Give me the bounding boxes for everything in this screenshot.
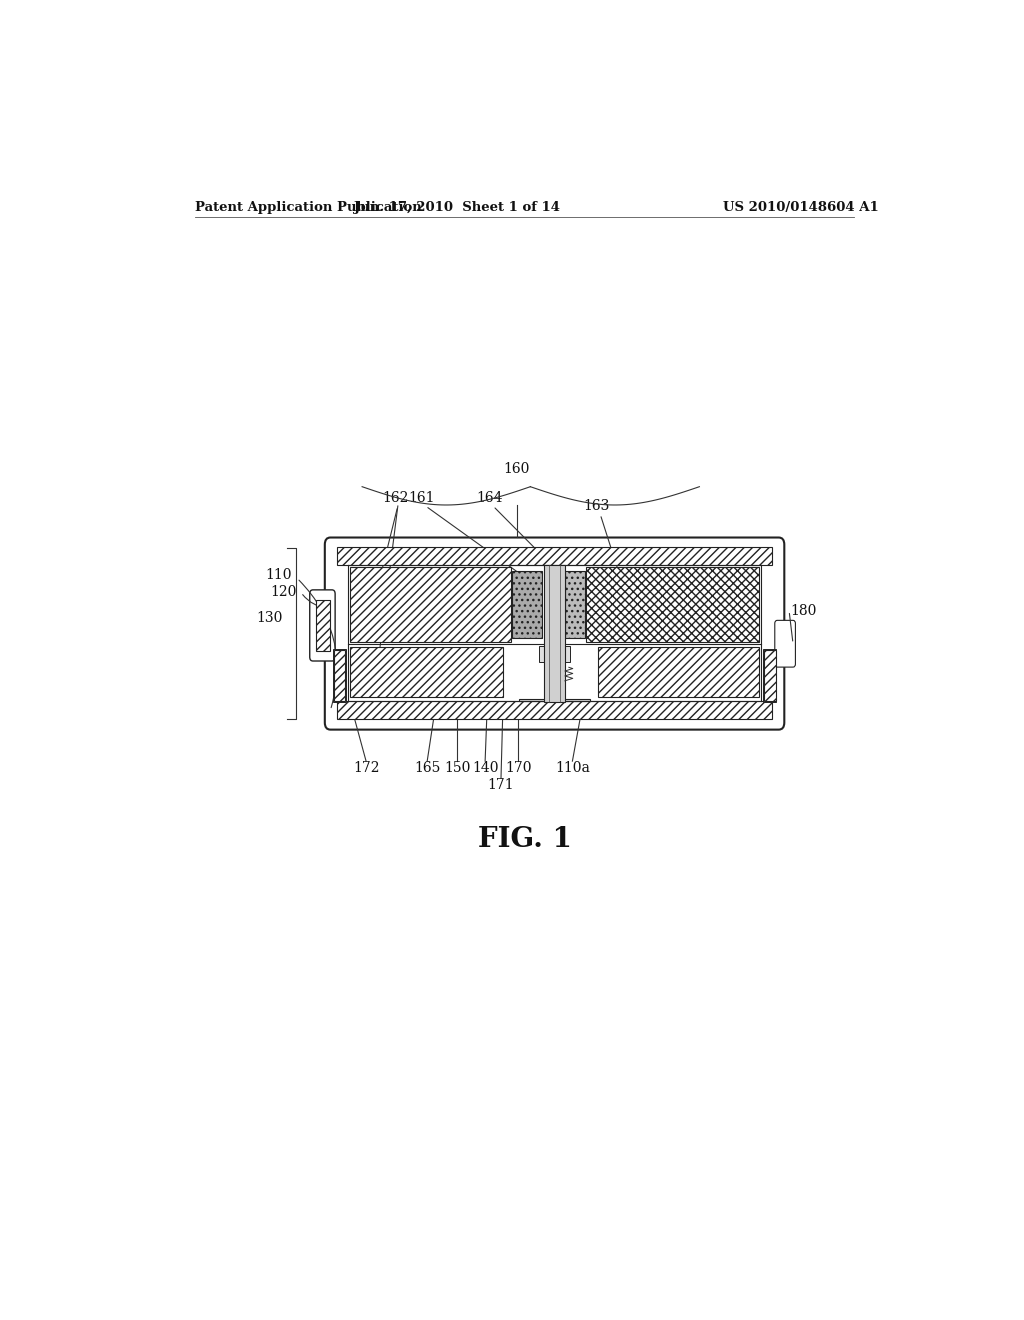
FancyBboxPatch shape xyxy=(775,620,796,667)
Bar xyxy=(350,568,511,642)
FancyBboxPatch shape xyxy=(309,590,335,661)
Text: 110: 110 xyxy=(266,568,292,582)
Text: 140: 140 xyxy=(472,762,499,775)
Bar xyxy=(316,601,331,651)
Text: 172: 172 xyxy=(353,762,379,775)
Text: 163: 163 xyxy=(583,499,609,513)
Bar xyxy=(350,647,503,697)
Text: 165: 165 xyxy=(414,762,440,775)
Text: Jun. 17, 2010  Sheet 1 of 14: Jun. 17, 2010 Sheet 1 of 14 xyxy=(354,201,560,214)
Text: 130: 130 xyxy=(256,611,283,624)
Text: US 2010/0148604 A1: US 2010/0148604 A1 xyxy=(723,201,879,214)
Text: 150: 150 xyxy=(444,762,471,775)
Text: 171: 171 xyxy=(487,779,514,792)
Bar xyxy=(587,568,759,642)
Bar xyxy=(544,565,565,702)
Bar xyxy=(764,649,775,701)
Text: 120: 120 xyxy=(270,585,297,599)
Bar xyxy=(763,649,776,702)
Text: 110a: 110a xyxy=(555,762,590,775)
FancyBboxPatch shape xyxy=(325,537,784,730)
Text: 170: 170 xyxy=(505,762,531,775)
Text: 164: 164 xyxy=(476,491,503,506)
Text: FIG. 1: FIG. 1 xyxy=(478,826,571,853)
Bar xyxy=(565,572,585,638)
Bar xyxy=(337,546,772,565)
Bar xyxy=(519,700,590,701)
Bar xyxy=(512,572,542,638)
Text: 161: 161 xyxy=(409,491,435,506)
Text: 160: 160 xyxy=(504,462,530,475)
Bar xyxy=(333,649,346,702)
Text: 180: 180 xyxy=(791,603,817,618)
Bar xyxy=(598,647,759,697)
Text: 162: 162 xyxy=(382,491,409,506)
Bar xyxy=(334,649,345,701)
Bar xyxy=(337,701,772,719)
Bar xyxy=(539,645,570,663)
Text: Patent Application Publication: Patent Application Publication xyxy=(196,201,422,214)
